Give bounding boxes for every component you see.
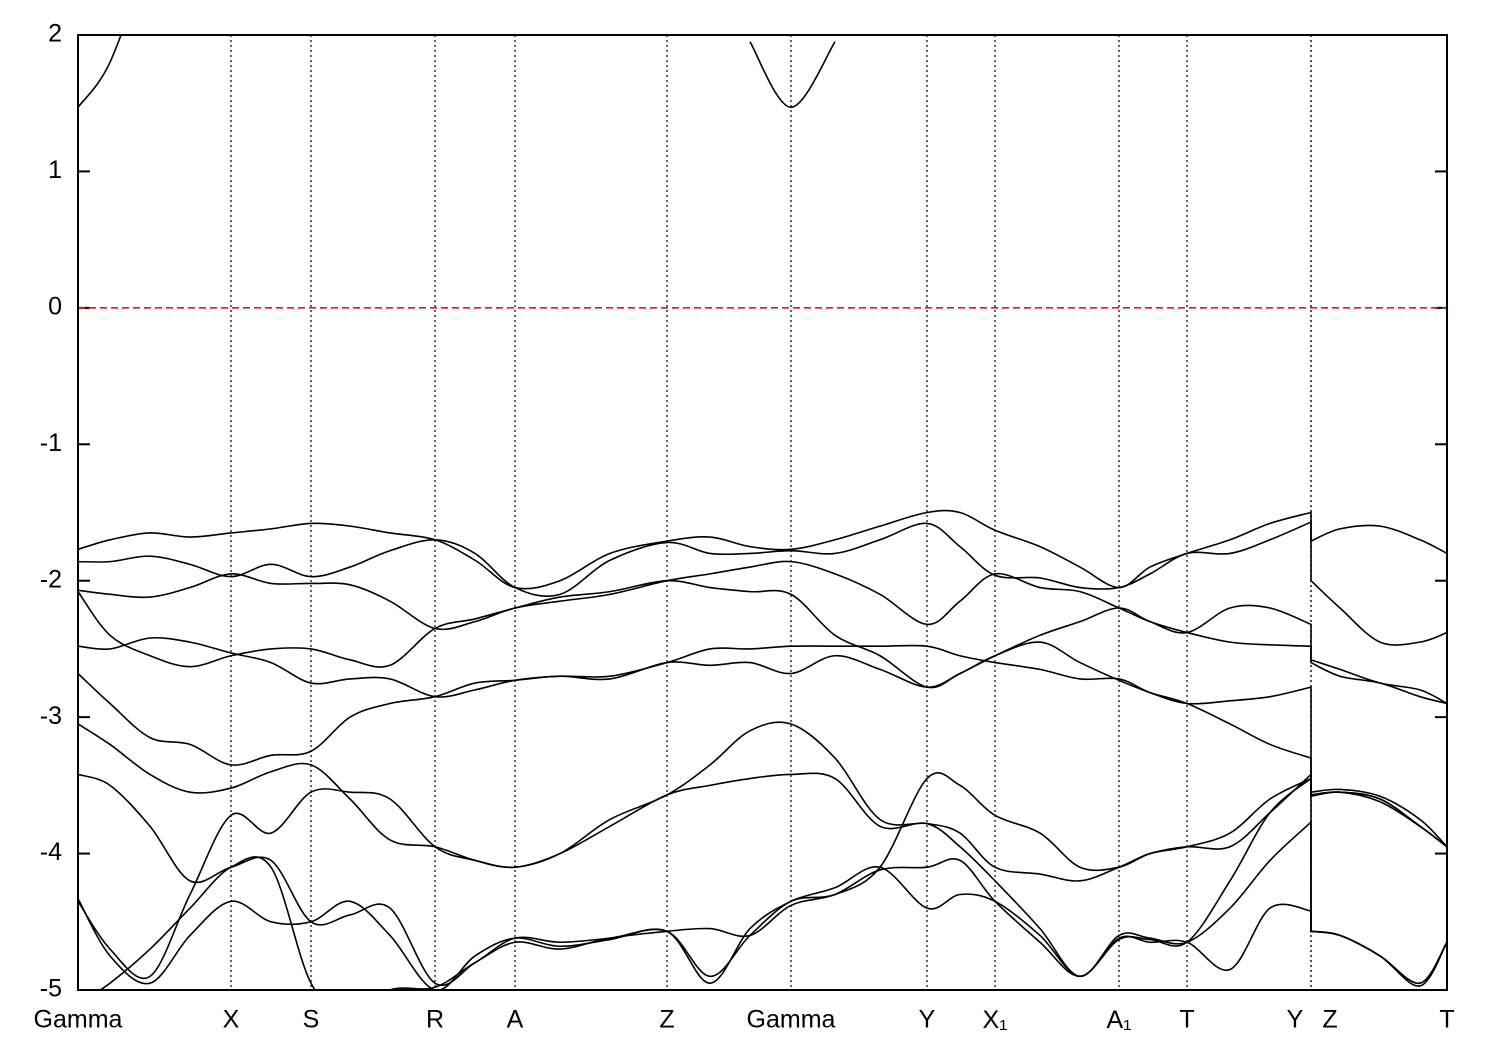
y-tick-label: 2 <box>48 20 62 48</box>
x-tick-label: Y <box>1287 1006 1304 1034</box>
x-tick-label: A₁ <box>1106 1006 1131 1034</box>
x-tick-label: R <box>426 1006 444 1034</box>
y-tick-label: 1 <box>48 156 62 184</box>
x-tick-label: X₁ <box>982 1006 1007 1034</box>
band-line <box>78 641 1447 848</box>
band-line <box>78 509 1447 590</box>
band-line <box>749 41 836 109</box>
x-tick-label: Y <box>919 1006 936 1034</box>
grid <box>77 34 1448 991</box>
y-tick-label: -2 <box>40 565 62 593</box>
band-line <box>78 35 122 108</box>
y-tick-label: 0 <box>48 292 62 320</box>
x-tick-label: A <box>507 1006 524 1034</box>
band-line <box>78 772 1447 984</box>
x-tick-label: Gamma <box>747 1006 836 1034</box>
x-tick-label: Z <box>659 1006 674 1034</box>
band-line <box>78 579 1447 705</box>
x-tick-label: X <box>223 1006 240 1034</box>
y-tick-label: -3 <box>40 702 62 730</box>
bands <box>78 35 1447 990</box>
band-line <box>78 866 1447 990</box>
x-tick-label: S <box>303 1006 320 1034</box>
band-line <box>78 772 1447 987</box>
band-line <box>78 721 1447 984</box>
y-tick-label: -4 <box>40 838 62 866</box>
x-tick-label: T <box>1179 1006 1194 1034</box>
y-tick-label: -5 <box>40 975 62 1003</box>
x-tick-label: Z <box>1322 1006 1337 1034</box>
band-line <box>78 636 1447 848</box>
x-tick-label: T <box>1439 1006 1454 1034</box>
band-line <box>98 776 1447 990</box>
plot-frame <box>77 34 1448 991</box>
band-line <box>78 560 1447 705</box>
x-tick-label: Gamma <box>34 1006 123 1034</box>
y-tick-label: -1 <box>40 429 62 457</box>
band-line <box>78 520 1447 646</box>
